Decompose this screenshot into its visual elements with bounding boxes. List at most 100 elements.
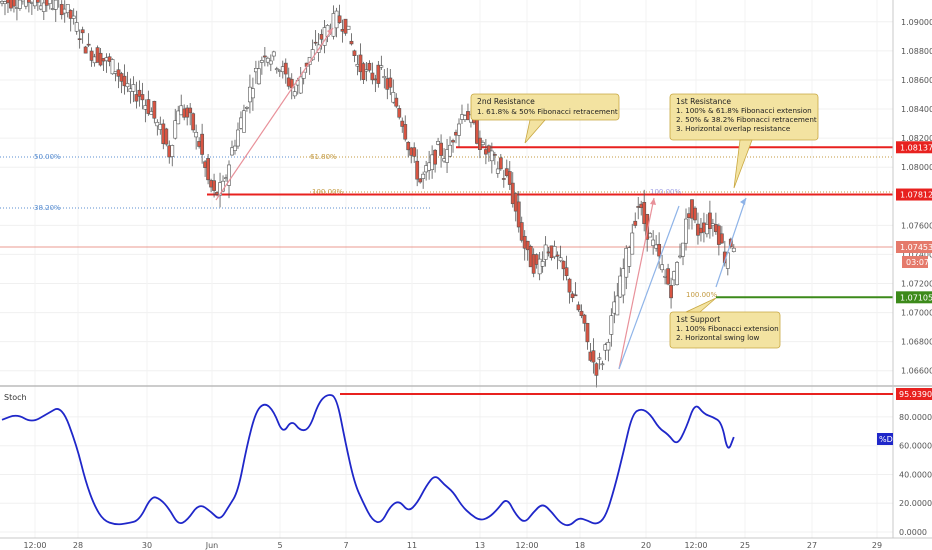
candle-body xyxy=(379,65,384,68)
candle-body xyxy=(600,363,605,366)
candle-body xyxy=(597,357,602,360)
candles xyxy=(0,0,736,388)
fib-arrow-2 xyxy=(618,197,655,370)
candle-body xyxy=(265,57,270,63)
candle-body xyxy=(194,131,199,138)
note-2nd-resistance-line1: 1. 61.8% & 50% Fibonacci retracement xyxy=(477,107,618,116)
candle-body xyxy=(609,315,614,335)
candle-body xyxy=(227,164,231,186)
level-price-tag xyxy=(896,188,932,201)
candle-body xyxy=(251,88,255,99)
candle-body xyxy=(361,63,366,81)
price-axis: 1.09000 1.08800 1.08600 1.08400 1.08200 1.080… xyxy=(901,18,932,376)
candle-body xyxy=(236,129,240,147)
note-1st-support[interactable]: 1st Support 1. 100% Fibonacci extension … xyxy=(669,297,781,349)
stoch-tick-label: 20.0000 xyxy=(899,499,932,508)
time-tick-label: Jun xyxy=(205,541,219,550)
stoch-pane: Stoch xyxy=(1,393,735,527)
candle-body xyxy=(708,212,712,229)
candle-body xyxy=(173,120,178,139)
candle-body xyxy=(47,0,52,5)
price-tick-label: 1.07200 xyxy=(901,280,932,289)
candle-body xyxy=(230,147,234,156)
stoch-tick-label: 40.0000 xyxy=(899,470,932,479)
candle-body xyxy=(376,64,381,84)
level-price-tag xyxy=(896,141,932,154)
candle-body xyxy=(221,180,225,192)
candle-body xyxy=(176,110,181,125)
fibonacci-arrows xyxy=(215,27,747,370)
candle-body xyxy=(457,123,461,136)
candle-body xyxy=(675,262,679,286)
candle-body xyxy=(719,233,724,244)
time-tick-label: 27 xyxy=(807,541,817,550)
fib-label-382: 38.20% xyxy=(34,204,61,212)
level-price-tag xyxy=(896,291,932,304)
candle-body xyxy=(170,145,175,157)
stoch-d-badge: %D xyxy=(877,433,893,445)
candle-body xyxy=(448,144,452,157)
candle-body xyxy=(451,140,455,143)
fib-label-100-c: 100.00% xyxy=(686,291,717,299)
time-tick-label: 13 xyxy=(475,541,485,550)
candle-body xyxy=(627,247,632,267)
price-tick-label: 1.07600 xyxy=(901,221,932,230)
candle-body xyxy=(80,29,85,34)
candle-body xyxy=(642,201,647,225)
candle-body xyxy=(89,50,94,61)
candle-body xyxy=(35,0,40,3)
candle-body xyxy=(552,246,557,258)
price-tick-label: 1.06800 xyxy=(901,338,932,347)
current-price-value: 1.07453 xyxy=(900,243,932,252)
candle-body xyxy=(74,22,79,32)
candle-body xyxy=(68,10,73,19)
candle-body xyxy=(648,233,653,238)
candle-body xyxy=(669,285,673,299)
time-tick-label: 5 xyxy=(277,541,282,550)
candle-body xyxy=(516,201,521,228)
time-tick-label: 18 xyxy=(575,541,585,550)
candle-body xyxy=(582,314,587,324)
note-1st-support-line2: 2. Horizontal swing low xyxy=(676,333,760,342)
candle-body xyxy=(666,268,670,285)
candle-body xyxy=(23,0,28,7)
stoch-tick-label: 60.0000 xyxy=(899,442,932,451)
candle-body xyxy=(140,94,145,101)
candle-body xyxy=(191,113,196,131)
candle-body xyxy=(621,268,626,296)
candle-body xyxy=(274,68,279,71)
candle-body xyxy=(540,261,545,267)
fib-label-50: 50.00% xyxy=(34,153,61,161)
candle-body xyxy=(684,218,688,244)
candle-body xyxy=(116,69,121,77)
candle-body xyxy=(337,15,342,23)
candle-body xyxy=(292,91,297,97)
candle-body xyxy=(412,147,417,157)
note-1st-resistance[interactable]: 1st Resistance 1. 100% & 61.8% Fibonacci… xyxy=(669,93,819,189)
candle-body xyxy=(259,60,264,63)
candle-body xyxy=(349,40,354,45)
candle-body xyxy=(188,107,193,114)
support-resistance-levels: 1.08137 1.07812 1.07105 xyxy=(207,141,932,304)
stoch-d-label: %D xyxy=(879,435,893,444)
candle-body xyxy=(32,0,37,7)
stoch-d-line xyxy=(1,394,735,527)
candle-body xyxy=(731,247,736,252)
candle-body xyxy=(591,350,596,363)
note-2nd-resistance[interactable]: 2nd Resistance 1. 61.8% & 50% Fibonacci … xyxy=(470,93,620,144)
time-tick-label: 25 xyxy=(740,541,750,550)
candle-body xyxy=(262,55,267,58)
candle-body xyxy=(44,0,49,6)
candle-body xyxy=(146,99,151,114)
candle-body xyxy=(657,244,662,257)
note-1st-support-title: 1st Support xyxy=(676,315,720,324)
candle-body xyxy=(433,149,438,165)
candle-body xyxy=(561,260,566,270)
price-tick-label: 1.08800 xyxy=(901,47,932,56)
candle-body xyxy=(283,62,288,75)
candle-body xyxy=(555,254,560,257)
candle-body xyxy=(352,50,357,56)
candle-body xyxy=(382,76,387,79)
candle-body xyxy=(573,294,578,297)
candle-body xyxy=(242,110,246,133)
